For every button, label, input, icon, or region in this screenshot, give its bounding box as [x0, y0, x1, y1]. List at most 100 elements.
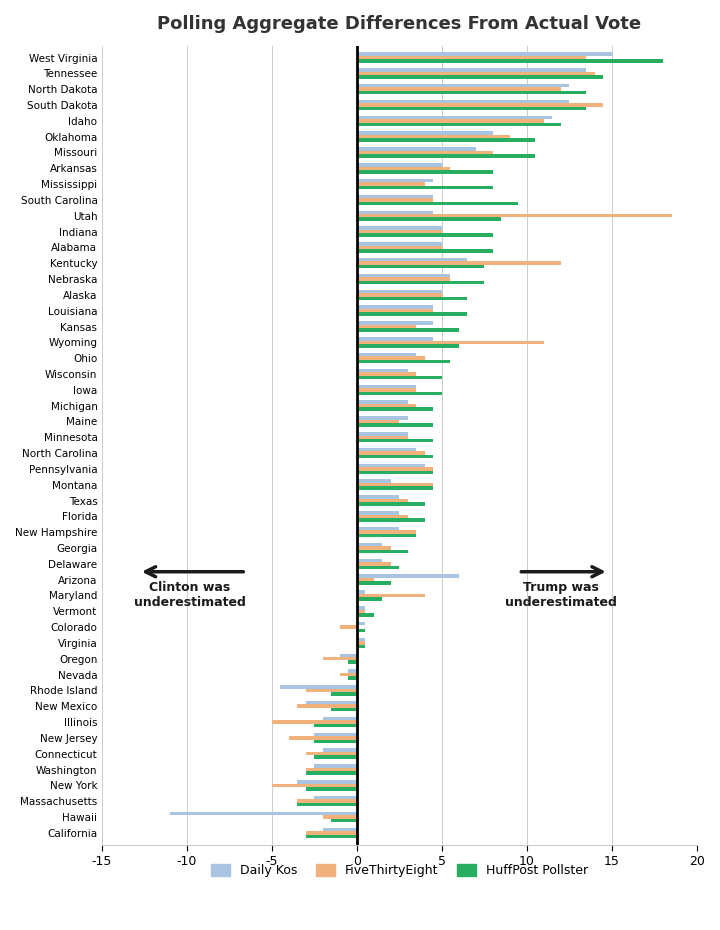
Bar — [297, 800, 357, 803]
Bar — [357, 392, 442, 395]
Bar — [357, 60, 663, 62]
Text: Trump was
underestimated: Trump was underestimated — [505, 581, 617, 609]
Bar — [357, 546, 391, 550]
Bar — [357, 514, 408, 518]
Bar — [357, 629, 365, 632]
Bar — [357, 432, 408, 435]
Bar — [297, 705, 357, 708]
Bar — [323, 717, 357, 721]
Bar — [340, 672, 357, 676]
Bar — [357, 119, 544, 123]
Bar — [357, 530, 416, 534]
Bar — [357, 214, 672, 218]
Bar — [357, 559, 382, 562]
Bar — [357, 480, 391, 483]
Bar — [357, 401, 408, 404]
Bar — [357, 597, 382, 601]
Text: Clinton was
underestimated: Clinton was underestimated — [134, 581, 246, 609]
Bar — [357, 179, 433, 182]
Bar — [357, 182, 425, 186]
Bar — [357, 230, 442, 233]
Bar — [357, 344, 459, 348]
Bar — [357, 502, 425, 506]
Bar — [357, 325, 416, 328]
Bar — [357, 337, 433, 340]
Bar — [297, 780, 357, 784]
Bar — [357, 471, 433, 474]
Bar — [357, 103, 603, 107]
Bar — [357, 72, 595, 75]
Bar — [306, 701, 357, 705]
Bar — [357, 163, 442, 166]
Bar — [357, 289, 442, 293]
Bar — [357, 297, 467, 300]
Bar — [357, 419, 400, 423]
Bar — [357, 575, 459, 578]
Bar — [357, 135, 510, 139]
Bar — [314, 724, 357, 727]
Bar — [340, 625, 357, 629]
Bar — [357, 376, 442, 379]
Bar — [357, 249, 493, 253]
Bar — [357, 273, 450, 277]
Bar — [357, 451, 425, 455]
Bar — [357, 512, 400, 514]
Bar — [357, 131, 493, 135]
Bar — [357, 644, 365, 648]
Bar — [280, 685, 357, 688]
Bar — [357, 198, 433, 202]
Bar — [357, 107, 587, 111]
Bar — [314, 733, 357, 737]
Bar — [306, 688, 357, 692]
Bar — [357, 218, 501, 221]
Bar — [357, 242, 442, 246]
Bar — [357, 75, 603, 78]
Bar — [357, 123, 561, 126]
Bar — [357, 293, 442, 297]
Bar — [357, 154, 536, 158]
Bar — [314, 796, 357, 800]
Bar — [357, 100, 570, 103]
Bar — [357, 534, 416, 538]
Bar — [306, 771, 357, 775]
Bar — [314, 764, 357, 768]
Bar — [357, 417, 408, 419]
Bar — [357, 496, 400, 498]
Bar — [340, 654, 357, 657]
Bar — [357, 328, 459, 332]
Bar — [306, 834, 357, 838]
Bar — [306, 787, 357, 790]
Bar — [357, 498, 408, 502]
Bar — [357, 581, 391, 585]
Bar — [357, 486, 433, 490]
Bar — [357, 305, 433, 309]
Bar — [357, 309, 433, 312]
Bar — [314, 755, 357, 759]
Bar — [357, 147, 476, 151]
Bar — [306, 831, 357, 834]
Bar — [357, 312, 467, 316]
Bar — [271, 721, 357, 724]
Bar — [331, 692, 357, 696]
Bar — [357, 166, 450, 170]
Bar — [357, 321, 433, 325]
Bar — [357, 87, 561, 91]
Bar — [314, 739, 357, 743]
Bar — [348, 660, 357, 664]
Bar — [357, 591, 365, 593]
Bar — [357, 356, 425, 360]
Bar — [357, 233, 493, 237]
Bar — [357, 483, 433, 486]
Bar — [357, 606, 365, 609]
Bar — [357, 258, 467, 261]
Bar — [357, 641, 365, 644]
Bar — [357, 385, 416, 388]
Bar — [357, 56, 587, 60]
Bar — [357, 170, 493, 174]
Bar — [357, 435, 408, 439]
Bar — [357, 151, 493, 154]
Bar — [357, 68, 587, 72]
Bar — [357, 139, 536, 142]
Bar — [289, 737, 357, 739]
Bar — [306, 768, 357, 771]
